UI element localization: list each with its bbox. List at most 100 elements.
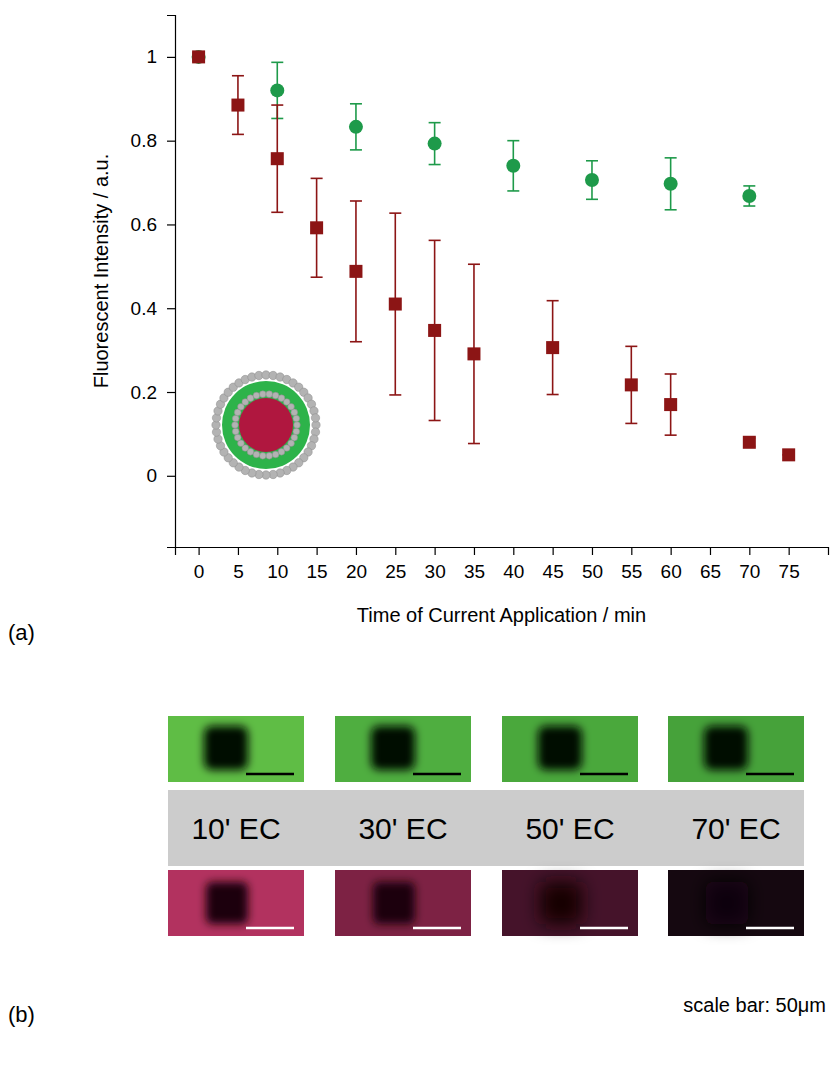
y-axis-line	[167, 16, 176, 548]
y-tick: 0.4	[131, 298, 175, 319]
image-background	[168, 870, 304, 936]
time-label: 70' EC	[691, 812, 780, 845]
dark-region	[706, 882, 748, 924]
x-tick: 40	[503, 547, 524, 582]
series	[192, 50, 795, 461]
error-bar-cap	[586, 199, 598, 201]
error-bar-cap	[429, 164, 441, 166]
micrograph-green	[502, 716, 638, 782]
vesicle-icon	[212, 371, 320, 479]
x-tick: 25	[385, 547, 406, 582]
y-tick-mark	[167, 308, 175, 309]
x-tick: 60	[661, 547, 682, 582]
scale-bar	[746, 927, 794, 930]
x-tick-mark	[513, 547, 514, 555]
lipid-bead	[253, 451, 260, 458]
dark-region	[206, 882, 248, 924]
scale-bar	[246, 773, 294, 776]
error-bar	[743, 186, 755, 206]
micrograph-red	[668, 870, 804, 936]
error-bar-cap	[311, 276, 323, 278]
error-bar-cap	[429, 420, 441, 422]
x-tick-mark	[592, 547, 593, 555]
micrograph-red	[502, 870, 638, 936]
error-bar-cap	[586, 160, 598, 162]
data-point	[428, 137, 442, 151]
error-bar-cap	[743, 185, 755, 187]
scale-bar	[413, 773, 461, 776]
y-tick-mark	[167, 224, 175, 225]
lipid-bead	[232, 428, 239, 435]
dark-region	[540, 882, 582, 924]
x-tick-label: 60	[661, 561, 682, 582]
data-point	[192, 50, 205, 63]
dark-region	[373, 882, 415, 924]
x-tick: 70	[739, 547, 760, 582]
x-tick-mark	[474, 547, 475, 555]
data-point	[192, 50, 206, 64]
error-bar-cap	[468, 443, 480, 445]
lipid-bead	[266, 453, 273, 460]
error-bar-cap	[625, 346, 637, 348]
error-bar-cap	[665, 434, 677, 436]
error-bar-cap	[507, 140, 519, 142]
y-tick: 0	[146, 465, 175, 486]
x-tick-label: 5	[233, 561, 244, 582]
x-tick-mark	[435, 547, 436, 555]
x-tick-label: 35	[464, 561, 485, 582]
error-bar	[665, 374, 677, 435]
x-tick: 20	[346, 547, 367, 582]
plot-area	[192, 50, 796, 461]
y-axis-title: Fluorescent Intensity / a.u.	[90, 154, 112, 389]
y-tick-mark	[167, 476, 175, 477]
lipid-bead	[272, 451, 279, 458]
scale-bar	[413, 927, 461, 930]
lipid-bead	[259, 453, 266, 460]
x-axis-title: Time of Current Application / min	[357, 604, 646, 626]
x-tick-mark	[356, 547, 357, 555]
x-tick: 35	[464, 547, 485, 582]
time-label: 50' EC	[525, 812, 614, 845]
y-tick-label: 0.8	[131, 130, 157, 151]
x-tick-mark	[631, 547, 632, 555]
error-bar-cap	[547, 300, 559, 302]
error-bar	[350, 201, 362, 342]
error-bar-cap	[429, 122, 441, 124]
error-bar	[507, 141, 519, 191]
image-background	[668, 870, 804, 936]
error-bar	[311, 178, 323, 277]
x-axis-line	[176, 548, 829, 556]
error-bar-cap	[547, 394, 559, 396]
x-tick-label: 15	[307, 561, 328, 582]
x-tick-label: 70	[739, 561, 760, 582]
x-tick: 50	[582, 547, 603, 582]
error-bar	[547, 301, 559, 395]
scale-bar	[246, 927, 294, 930]
dark-region	[704, 726, 748, 770]
error-bar-cap	[350, 341, 362, 343]
x-tick-mark	[671, 547, 672, 555]
data-point	[231, 99, 244, 112]
y-tick-label: 0.2	[131, 382, 157, 403]
x-tick: 75	[779, 547, 800, 582]
micrograph-green	[168, 716, 304, 782]
image-background	[335, 870, 471, 936]
error-bar-cap	[232, 75, 244, 77]
data-point	[742, 189, 756, 203]
image-background	[502, 870, 638, 936]
error-bar-cap	[271, 62, 283, 64]
error-bar-cap	[743, 205, 755, 207]
error-bar-cap	[665, 373, 677, 375]
y-tick: 0.6	[131, 214, 175, 235]
x-tick: 30	[425, 547, 446, 582]
data-point	[506, 159, 520, 173]
series	[192, 50, 757, 210]
scale-bar	[580, 773, 628, 776]
panel-label: (a)	[8, 620, 35, 645]
error-bar	[271, 105, 283, 212]
x-tick-label: 45	[543, 561, 564, 582]
time-label: 10' EC	[191, 812, 280, 845]
x-tick-label: 50	[582, 561, 603, 582]
error-bar	[665, 158, 677, 210]
data-point	[271, 152, 284, 165]
